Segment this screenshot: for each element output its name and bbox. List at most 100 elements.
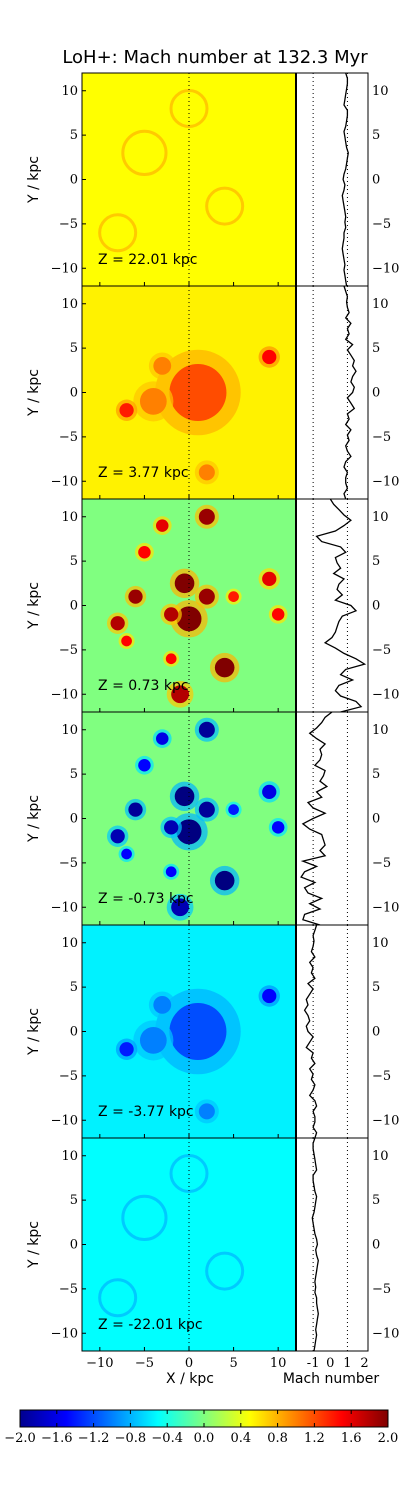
y-tick-label: −10 xyxy=(51,474,78,489)
y-tick-label: −10 xyxy=(51,900,78,915)
panel-1: 10 10 5 5 0 0 −5 −5 −10 −10 Y / kpc Z = 22.01 kpc xyxy=(26,72,399,287)
y-tick-label: 10 xyxy=(61,84,78,99)
y-tick-label-right: 0 xyxy=(372,386,380,401)
z-label: Z = 22.01 kpc xyxy=(98,252,197,268)
map-features xyxy=(115,985,280,1124)
map-features xyxy=(98,1154,245,1318)
profile-line xyxy=(315,498,367,713)
x-tick-label: 5 xyxy=(229,1356,237,1371)
y-tick-label-right: −10 xyxy=(372,687,399,702)
map-features xyxy=(106,504,288,708)
map-filament xyxy=(98,1278,138,1318)
y-tick-label-right: −10 xyxy=(372,1113,399,1128)
profile-frame xyxy=(295,924,369,1139)
figure-title: LoH+: Mach number at 132.3 Myr xyxy=(62,47,368,68)
colorbar-tick-label: −1.6 xyxy=(41,1431,73,1446)
y-tick-label-right: 0 xyxy=(372,173,380,188)
map-blob xyxy=(121,635,132,647)
map-blob xyxy=(171,685,189,704)
profile-line xyxy=(303,924,318,1139)
map-blob xyxy=(214,870,235,891)
profile-tick-label: 1 xyxy=(343,1356,351,1371)
y-tick-label-right: −5 xyxy=(372,1282,391,1297)
colorbar-tick-label: 2.0 xyxy=(378,1431,399,1446)
profile-axis-label: Mach number xyxy=(283,1371,380,1387)
y-tick-label: 10 xyxy=(61,510,78,525)
map-blob xyxy=(169,363,227,422)
panel-2: 10 10 5 5 0 0 −5 −5 −10 −10 Y / kpc Z = 3.77 kpc xyxy=(26,285,399,500)
y-tick-label-right: 10 xyxy=(372,510,389,525)
map-blob xyxy=(228,591,239,602)
map-features xyxy=(106,717,288,921)
map-blob xyxy=(139,388,167,415)
map-filament xyxy=(169,89,209,128)
y-axis-label: Y / kpc xyxy=(26,1221,42,1269)
y-tick-label: 0 xyxy=(70,1238,78,1253)
map-filament xyxy=(98,213,138,253)
z-label: Z = 0.73 kpc xyxy=(98,678,189,694)
y-tick-label: 10 xyxy=(61,723,78,738)
y-axis-label: Y / kpc xyxy=(26,795,42,843)
y-tick-label: 10 xyxy=(61,1149,78,1164)
x-tick-label: 0 xyxy=(185,1356,193,1371)
map-blob xyxy=(156,732,169,745)
map-filament xyxy=(205,186,245,226)
profile-frame xyxy=(295,1137,369,1352)
y-tick-label-right: 5 xyxy=(372,1193,380,1208)
y-tick-label-right: 5 xyxy=(372,554,380,569)
y-tick-label: 5 xyxy=(70,128,78,143)
map-blob xyxy=(198,464,215,481)
map-blob xyxy=(176,819,202,845)
profile-frame xyxy=(295,72,369,287)
y-tick-label: 0 xyxy=(70,1025,78,1040)
y-tick-label: 0 xyxy=(70,386,78,401)
y-tick-label: −5 xyxy=(59,217,78,232)
y-tick-label-right: 10 xyxy=(372,936,389,951)
x-tick-label: 10 xyxy=(270,1356,287,1371)
map-features xyxy=(98,89,245,253)
y-tick-label-right: 10 xyxy=(372,297,389,312)
y-tick-label-right: 5 xyxy=(372,128,380,143)
map-blob xyxy=(198,721,215,738)
z-label: Z = 3.77 kpc xyxy=(98,465,189,481)
map-blob xyxy=(128,589,143,604)
profile-tick-label: 2 xyxy=(360,1356,368,1371)
profile-frame xyxy=(295,498,369,713)
map-blob xyxy=(119,403,134,418)
map-blob xyxy=(153,356,172,375)
colorbar-tick-label: 1.6 xyxy=(341,1431,362,1446)
y-tick-label: 5 xyxy=(70,767,78,782)
y-tick-label: −5 xyxy=(59,430,78,445)
profile-frame xyxy=(295,285,369,500)
map-blob xyxy=(138,546,151,559)
map-blob xyxy=(262,349,277,365)
y-tick-label: 5 xyxy=(70,554,78,569)
map-blob xyxy=(164,607,179,622)
y-tick-label-right: 0 xyxy=(372,1238,380,1253)
panel-5: 10 10 5 5 0 0 −5 −5 −10 −10 Y / kpc Z = -3.77 kpc xyxy=(26,924,399,1139)
colorbar-tick-label: 0.4 xyxy=(230,1431,251,1446)
map-blob xyxy=(198,588,215,605)
x-tick-label: −10 xyxy=(86,1356,113,1371)
y-tick-label-right: −5 xyxy=(372,217,391,232)
map-blob xyxy=(165,653,177,665)
y-tick-label: 5 xyxy=(70,341,78,356)
map-filament xyxy=(205,1251,245,1291)
panel-4: 10 10 5 5 0 0 −5 −5 −10 −10 Y / kpc Z = -0.73 kpc xyxy=(26,711,399,926)
colorbar: −2.0 −1.6 −1.2 −0.8 −0.4 0.0 0.4 0.8 1.2 1.6 2.0 xyxy=(4,1409,399,1446)
map-blob xyxy=(228,804,239,815)
profile-tick-label: -1 xyxy=(307,1356,320,1371)
map-blob xyxy=(128,802,143,817)
map-blob xyxy=(198,801,215,818)
y-tick-label: 5 xyxy=(70,980,78,995)
profile-line xyxy=(300,711,333,926)
y-tick-label: −10 xyxy=(51,1113,78,1128)
z-label: Z = -0.73 kpc xyxy=(98,891,194,907)
y-tick-label: −5 xyxy=(59,856,78,871)
y-tick-label-right: 10 xyxy=(372,84,389,99)
map-blob xyxy=(262,784,277,800)
y-tick-label-right: −10 xyxy=(372,1326,399,1341)
map-blob xyxy=(174,786,195,807)
map-blob xyxy=(169,1002,227,1061)
